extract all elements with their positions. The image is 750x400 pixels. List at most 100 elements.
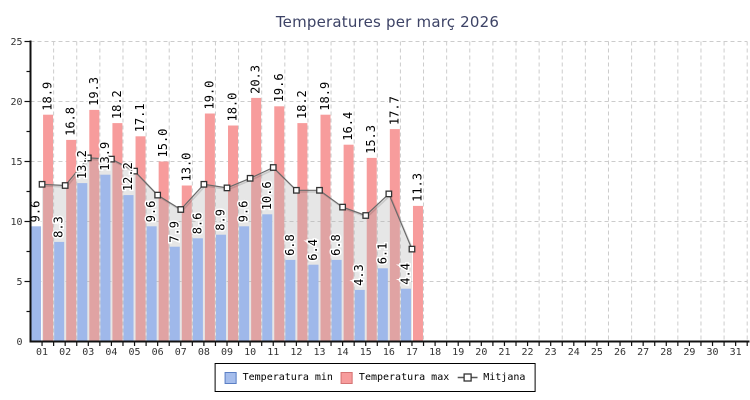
x-tick-label: 08 — [198, 347, 210, 358]
x-tick-label: 12 — [290, 347, 302, 358]
bar-max — [297, 123, 308, 342]
mean-marker — [362, 212, 370, 219]
x-tick-label: 06 — [152, 347, 164, 358]
point-label-max: 17.7 — [387, 96, 401, 125]
legend-item-mitjana: Mitjana — [457, 372, 525, 383]
bar-min — [216, 234, 227, 342]
bar-min — [192, 238, 203, 342]
bar-min — [77, 183, 88, 342]
bar-min — [354, 289, 365, 342]
legend-label-max: Temperatura max — [358, 372, 450, 383]
point-label-max: 19.0 — [202, 81, 216, 110]
point-label-max: 18.0 — [226, 93, 240, 122]
bar-min — [146, 226, 157, 342]
point-label-min: 6.1 — [375, 243, 389, 265]
mean-marker — [108, 155, 115, 163]
bar-max — [89, 109, 100, 342]
x-tick-label: 23 — [545, 347, 557, 358]
point-label-max: 15.0 — [156, 129, 170, 158]
bar-min — [400, 288, 411, 342]
legend-item-temperatura-max: Temperatura max — [340, 371, 450, 384]
mean-marker — [339, 203, 347, 211]
x-tick-label: 05 — [129, 347, 141, 358]
x-tick-label: 29 — [683, 347, 695, 358]
legend-item-temperatura-min: Temperatura min — [224, 371, 333, 384]
bar-max — [343, 144, 354, 342]
mean-marker — [177, 206, 185, 213]
mean-marker — [269, 164, 277, 171]
bar-min — [285, 259, 296, 342]
point-label-min: 6.8 — [329, 234, 343, 256]
bar-min — [239, 226, 250, 342]
mean-marker — [84, 154, 92, 162]
x-tick-label: 13 — [313, 347, 325, 358]
bar-min — [377, 268, 388, 342]
point-label-max: 18.2 — [110, 90, 124, 119]
mean-marker — [246, 174, 254, 182]
bar-max — [158, 161, 169, 342]
point-label-max: 18.9 — [318, 82, 332, 111]
y-tick-label: 20 — [10, 97, 22, 108]
legend-label-min: Temperatura min — [242, 372, 333, 383]
mean-area — [42, 157, 412, 342]
bar-max — [274, 106, 285, 342]
bar-min — [169, 246, 180, 342]
bar-max — [320, 114, 331, 342]
x-tick-label: 15 — [360, 347, 372, 358]
x-tick-label: 14 — [337, 347, 349, 358]
x-tick-label: 18 — [429, 347, 441, 358]
min-series-swatch — [224, 371, 237, 384]
point-label-min: 8.3 — [52, 216, 66, 238]
x-tick-label: 22 — [522, 347, 534, 358]
bar-min — [308, 264, 319, 342]
mean-marker — [408, 245, 416, 253]
max-series-swatch — [340, 371, 353, 384]
bar-min — [31, 226, 42, 342]
x-tick-label: 07 — [175, 347, 187, 358]
x-tick-label: 19 — [452, 347, 464, 358]
x-tick-label: 02 — [59, 347, 71, 358]
point-label-max: 16.8 — [64, 107, 78, 136]
mean-marker — [200, 180, 208, 188]
bar-max — [204, 113, 215, 342]
point-label-min: 9.6 — [144, 201, 158, 223]
y-tick-label: 10 — [10, 217, 22, 228]
point-label-max: 18.2 — [295, 90, 309, 119]
point-label-max: 16.4 — [341, 112, 355, 141]
point-label-min: 8.6 — [190, 213, 204, 235]
bar-min — [123, 195, 134, 342]
x-tick-label: 01 — [36, 347, 48, 358]
x-tick-label: 09 — [221, 347, 233, 358]
point-label-min: 4.4 — [398, 263, 412, 285]
x-tick-label: 31 — [730, 347, 742, 358]
bar-min — [262, 214, 273, 342]
x-tick-label: 21 — [498, 347, 510, 358]
mean-marker — [154, 191, 162, 199]
x-tick-label: 30 — [706, 347, 718, 358]
x-tick-label: 28 — [660, 347, 672, 358]
point-label-max: 13.0 — [179, 153, 193, 182]
bar-max — [389, 129, 400, 342]
x-tick-label: 10 — [244, 347, 256, 358]
point-label-max: 17.1 — [133, 103, 147, 132]
point-label-min: 7.9 — [167, 221, 181, 243]
chart-title: Temperatures per març 2026 — [275, 13, 500, 31]
point-label-max: 11.3 — [410, 173, 424, 202]
x-tick-label: 16 — [383, 347, 395, 358]
legend: Temperatura min Temperatura max Mitjana — [214, 363, 536, 392]
mean-marker — [61, 182, 69, 189]
bar-max — [43, 114, 54, 342]
point-label-max: 18.9 — [41, 82, 55, 111]
bar-min — [100, 174, 111, 342]
bar-min — [54, 241, 65, 342]
mitjana-marker-icon — [457, 372, 478, 383]
y-tick-label: 5 — [16, 277, 22, 288]
legend-label-mitjana: Mitjana — [483, 372, 526, 383]
point-label-min: 13.2 — [75, 150, 89, 179]
bar-max — [112, 123, 123, 342]
x-tick-label: 26 — [614, 347, 626, 358]
y-tick-label: 15 — [10, 157, 22, 168]
x-tick-label: 25 — [591, 347, 603, 358]
point-label-min: 13.9 — [98, 142, 112, 171]
